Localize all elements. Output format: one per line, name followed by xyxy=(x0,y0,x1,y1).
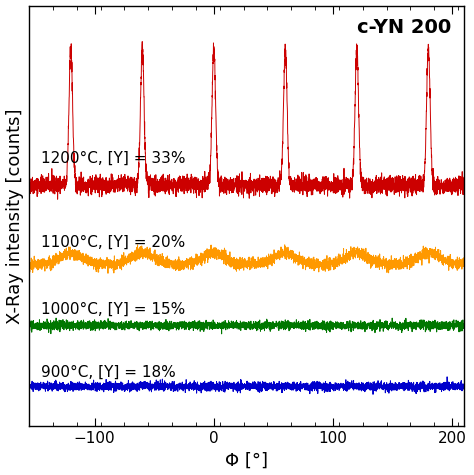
Text: 900°C, [Y] = 18%: 900°C, [Y] = 18% xyxy=(41,364,176,380)
Text: 1100°C, [Y] = 20%: 1100°C, [Y] = 20% xyxy=(41,235,185,250)
Y-axis label: X-Ray intensity [counts]: X-Ray intensity [counts] xyxy=(6,108,24,323)
X-axis label: Φ [°]: Φ [°] xyxy=(225,451,268,469)
Text: 1000°C, [Y] = 15%: 1000°C, [Y] = 15% xyxy=(41,302,185,316)
Text: c-YN 200: c-YN 200 xyxy=(357,18,451,37)
Text: 1200°C, [Y] = 33%: 1200°C, [Y] = 33% xyxy=(41,151,185,165)
